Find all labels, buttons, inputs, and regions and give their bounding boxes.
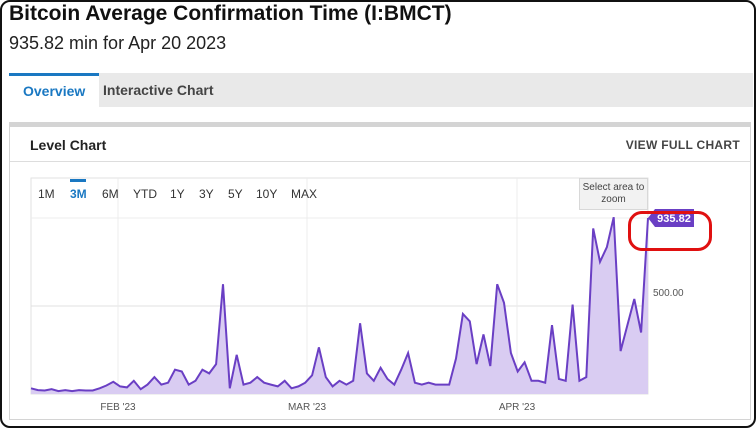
active-range-indicator (70, 179, 86, 182)
tab-interactive-chart[interactable]: Interactive Chart (103, 82, 214, 98)
range-button-10y[interactable]: 10Y (256, 187, 277, 201)
range-selector: 1M 3M 6M YTD 1Y 3Y 5Y 10Y MAX (38, 179, 317, 201)
range-button-3m[interactable]: 3M (70, 187, 87, 201)
panel-title: Level Chart (30, 137, 107, 153)
x-axis-labels: FEB '23 MAR '23 APR '23 (100, 402, 535, 413)
x-tick-label: MAR '23 (288, 402, 326, 413)
tab-overview[interactable]: Overview (9, 73, 100, 107)
x-tick-label: APR '23 (499, 402, 536, 413)
series-area (31, 217, 648, 394)
select-area-zoom-hint: Select area to zoom (579, 178, 648, 210)
page-title: Bitcoin Average Confirmation Time (I:BMC… (9, 2, 452, 25)
y-tick-label: 500.00 (653, 288, 684, 299)
series-line (30, 216, 649, 393)
page-subtitle: 935.82 min for Apr 20 2023 (9, 33, 227, 53)
panel-divider (10, 161, 750, 162)
range-button-1y[interactable]: 1Y (170, 187, 185, 201)
y-axis-labels: 500.00 (653, 288, 684, 299)
range-button-1m[interactable]: 1M (38, 187, 55, 201)
range-button-ytd[interactable]: YTD (133, 187, 157, 201)
x-tick-label: FEB '23 (100, 402, 136, 413)
view-full-chart-link[interactable]: VIEW FULL CHART (625, 138, 740, 152)
range-button-6m[interactable]: 6M (102, 187, 119, 201)
highlight-annotation (628, 211, 712, 251)
range-button-max[interactable]: MAX (291, 187, 317, 201)
tab-bar: Overview Interactive Chart (9, 73, 753, 107)
range-button-3y[interactable]: 3Y (199, 187, 214, 201)
last-value-label: 935.82 (657, 213, 691, 225)
plot-area (30, 177, 649, 395)
range-button-5y[interactable]: 5Y (228, 187, 243, 201)
